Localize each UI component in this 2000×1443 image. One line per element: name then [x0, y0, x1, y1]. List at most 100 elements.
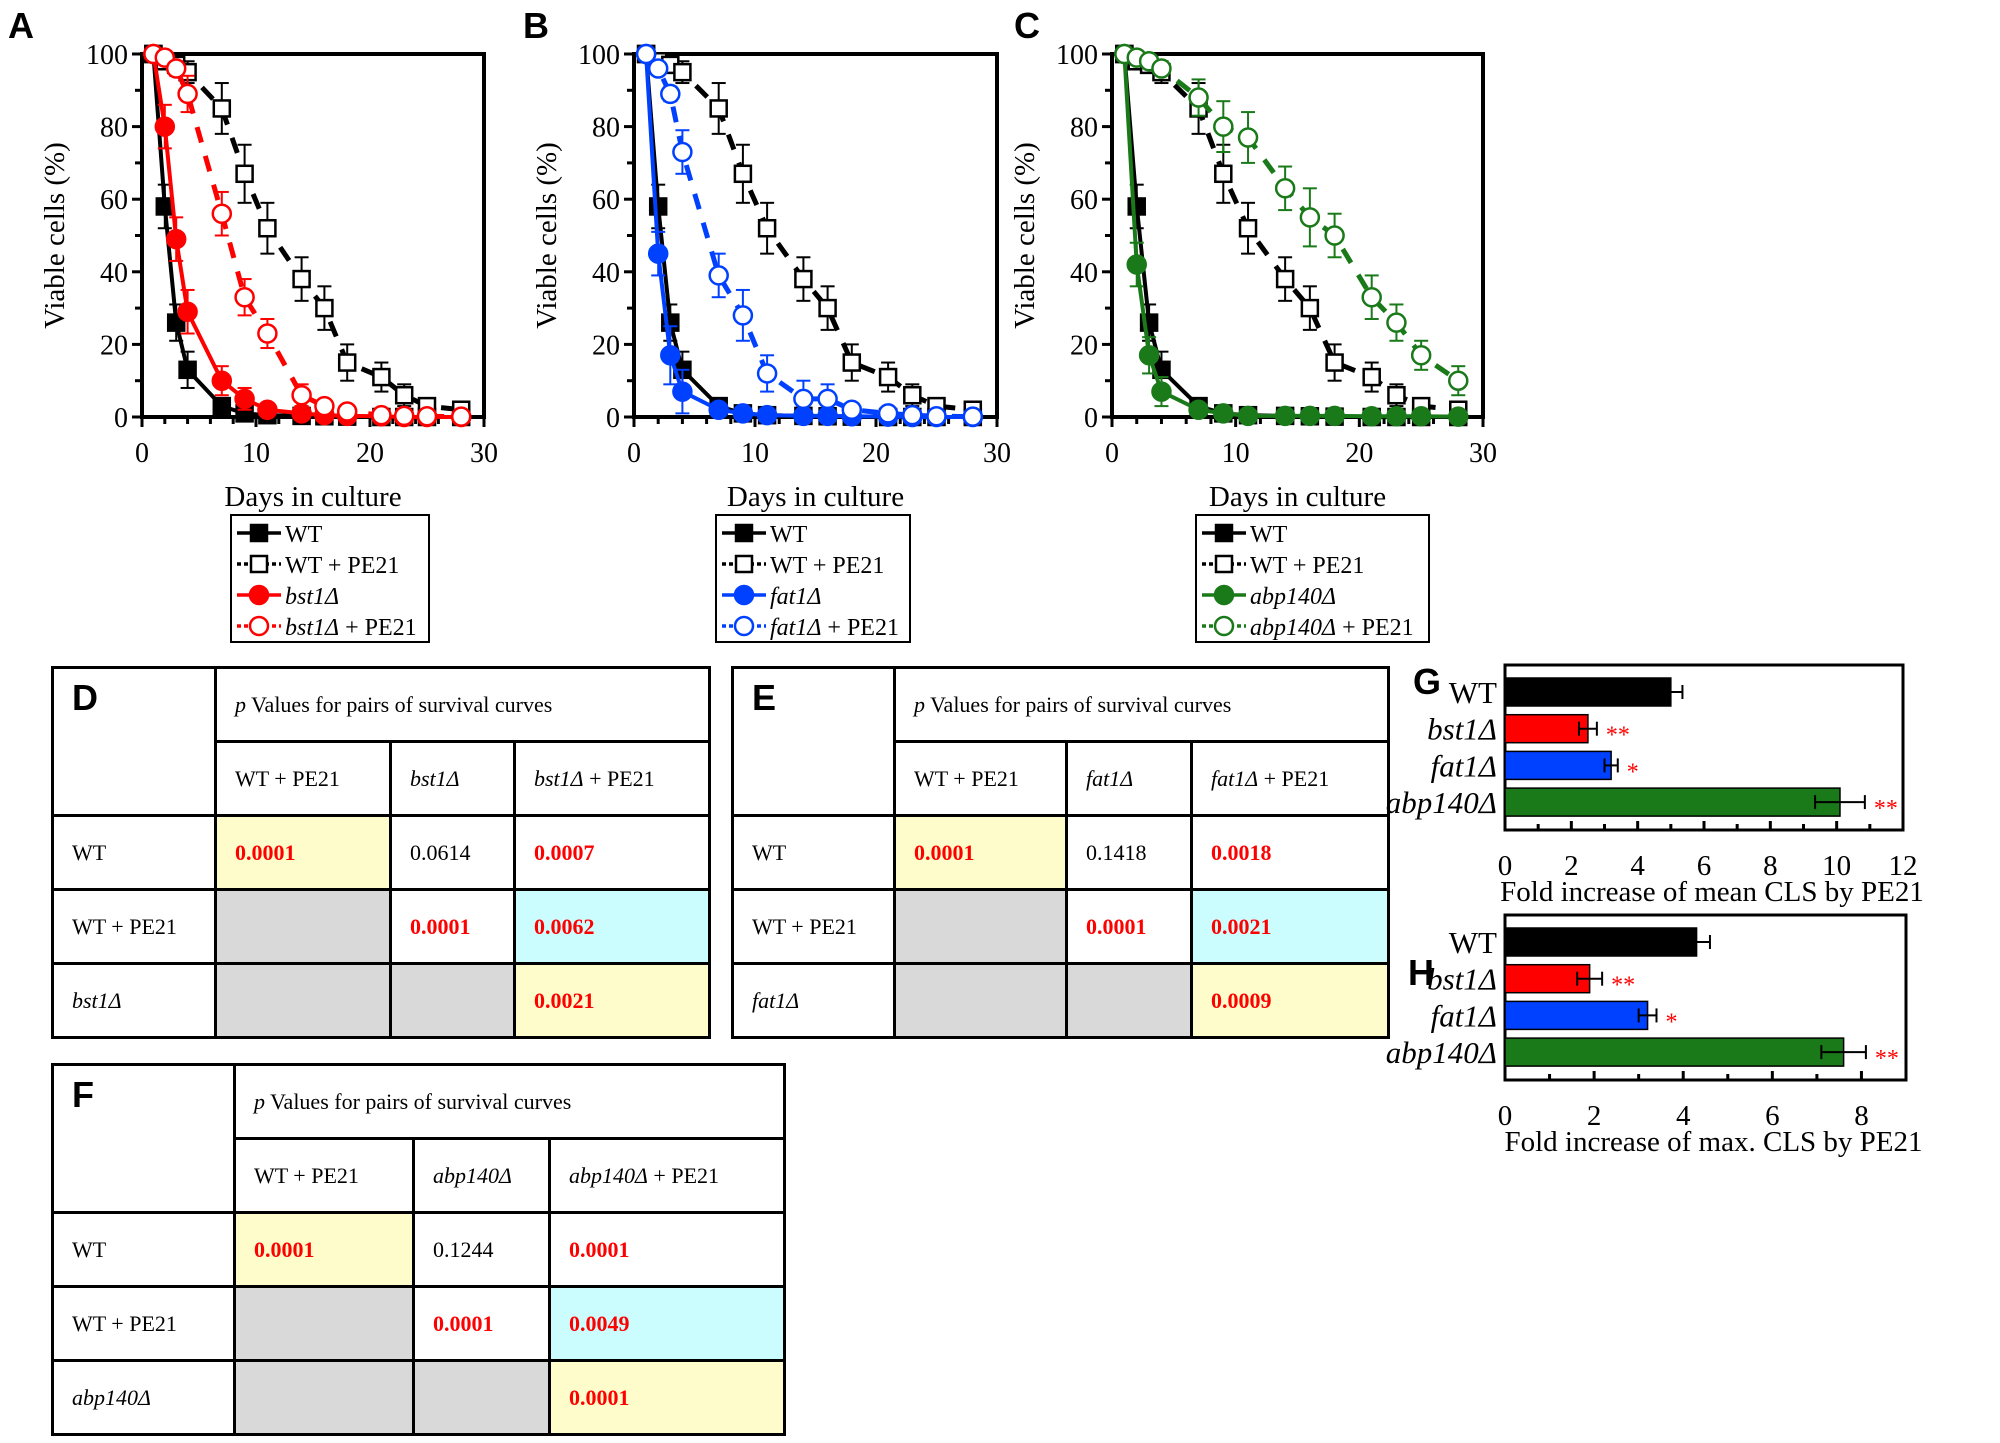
category-label: abp140Δ: [1386, 1035, 1497, 1070]
p-value-cell: 0.0018: [1190, 814, 1390, 891]
row-header: WT + PE21: [51, 888, 217, 965]
data-point: [416, 406, 438, 427]
data-point: [212, 396, 232, 416]
table-row: bst1Δ 0.0021: [51, 962, 711, 1039]
x-tick-label: 20: [862, 438, 890, 469]
y-tick-label: 60: [1070, 185, 1098, 216]
column-header-plain: WT + PE21: [235, 765, 340, 791]
data-point: [902, 404, 923, 426]
x-tick-label: 8: [1854, 1100, 1869, 1132]
x-tick-label: 10: [242, 438, 270, 469]
data-point: [258, 218, 277, 238]
data-point: [234, 286, 255, 308]
series-1: [144, 44, 471, 427]
plain-part: WT + PE21: [1250, 553, 1364, 579]
p-value-cell: 0.0001: [1065, 888, 1193, 965]
y-tick-label: 100: [86, 40, 128, 71]
data-point: [393, 405, 415, 427]
bar: [1504, 963, 1591, 994]
data-point: [962, 406, 984, 427]
p-value-cell: [214, 962, 392, 1039]
series-3: [635, 43, 984, 428]
data-point: [1237, 127, 1259, 148]
y-tick-label: 20: [1070, 330, 1098, 361]
data-point: [1213, 403, 1234, 424]
p-value-cell: 0.0001: [389, 888, 516, 965]
y-tick-label: 0: [1084, 403, 1098, 434]
data-point: [673, 62, 692, 82]
legend-item: WT + PE21: [285, 553, 399, 579]
legend-marker: [734, 523, 754, 543]
data-point: [877, 403, 899, 424]
plain-part: + PE21: [1336, 615, 1414, 641]
x-axis-label: Fold increase of mean CLS by PE21: [1500, 876, 1924, 908]
column-header-italic: abp140Δ: [433, 1162, 512, 1188]
data-point: [257, 399, 278, 420]
italic-part: abp140Δ: [1250, 615, 1336, 641]
series-line: [1122, 53, 1459, 419]
panel-label-e: E: [752, 677, 777, 718]
p-value-cell: [893, 888, 1068, 965]
category-label: bst1Δ: [1427, 712, 1497, 747]
data-point: [672, 381, 693, 402]
data-point: [635, 43, 657, 65]
data-point: [1151, 58, 1172, 79]
series-1: [636, 44, 983, 427]
bar: [1504, 927, 1698, 957]
series-line: [644, 53, 973, 419]
legend-item: fat1Δ: [770, 584, 821, 610]
column-header: abp140Δ + PE21: [548, 1137, 786, 1214]
plain-part: WT + PE21: [770, 553, 884, 579]
legend-item: WT + PE21: [770, 553, 884, 579]
x-tick-label: 0: [135, 438, 149, 469]
y-tick-label: 100: [578, 40, 620, 71]
bar: [1504, 677, 1672, 707]
data-point: [1300, 298, 1320, 318]
row-header: WT: [51, 814, 217, 891]
x-tick-label: 2: [1587, 1100, 1602, 1132]
p-value-cell: 0.0001: [233, 1211, 415, 1288]
survival-chart-c: 0 20 40 60 80 100 0 10 20 30 Days in culture Viable…: [1009, 40, 1497, 643]
p-value-cell: 0.1244: [412, 1211, 551, 1288]
legend-frame: [1195, 514, 1430, 643]
column-header-plain: WT + PE21: [254, 1162, 359, 1188]
significance-mark: *: [1627, 759, 1639, 785]
column-header-italic: fat1Δ: [1086, 765, 1134, 791]
y-tick-label: 20: [592, 330, 620, 361]
y-tick-label: 40: [592, 258, 620, 289]
data-point: [1275, 269, 1295, 289]
table-title: p Values for pairs of survival curves: [893, 666, 1390, 743]
p-value-cell: [1065, 962, 1193, 1039]
plot-frame: [1503, 913, 1908, 1082]
table-row: WT 0.0001 0.1418 0.0018: [731, 814, 1390, 891]
x-axis-label: Days in culture: [224, 481, 401, 513]
data-point: [1188, 87, 1209, 108]
significance-mark: **: [1875, 1046, 1899, 1072]
legend-marker: [248, 615, 270, 637]
italic-part: abp140Δ: [1250, 584, 1336, 610]
column-header: bst1Δ + PE21: [513, 740, 711, 817]
data-point: [1448, 370, 1469, 391]
data-point: [1274, 178, 1296, 199]
row-header: abp140Δ: [51, 1359, 236, 1436]
data-point: [660, 83, 681, 105]
data-point: [178, 360, 197, 380]
data-point: [1213, 116, 1234, 137]
x-tick-label: 0: [1498, 850, 1513, 882]
plain-part: WT: [1250, 522, 1288, 548]
y-tick-label: 0: [114, 403, 128, 434]
panel-label-f: F: [72, 1074, 94, 1115]
panel-label-h: H: [1408, 952, 1434, 993]
data-point: [1410, 345, 1432, 366]
p-value-cell: 0.0001: [548, 1211, 786, 1288]
column-header: abp140Δ: [412, 1137, 551, 1214]
data-point: [647, 58, 669, 79]
bar: [1504, 1000, 1649, 1031]
x-tick-label: 8: [1763, 850, 1778, 882]
legend-marker: [733, 615, 755, 637]
